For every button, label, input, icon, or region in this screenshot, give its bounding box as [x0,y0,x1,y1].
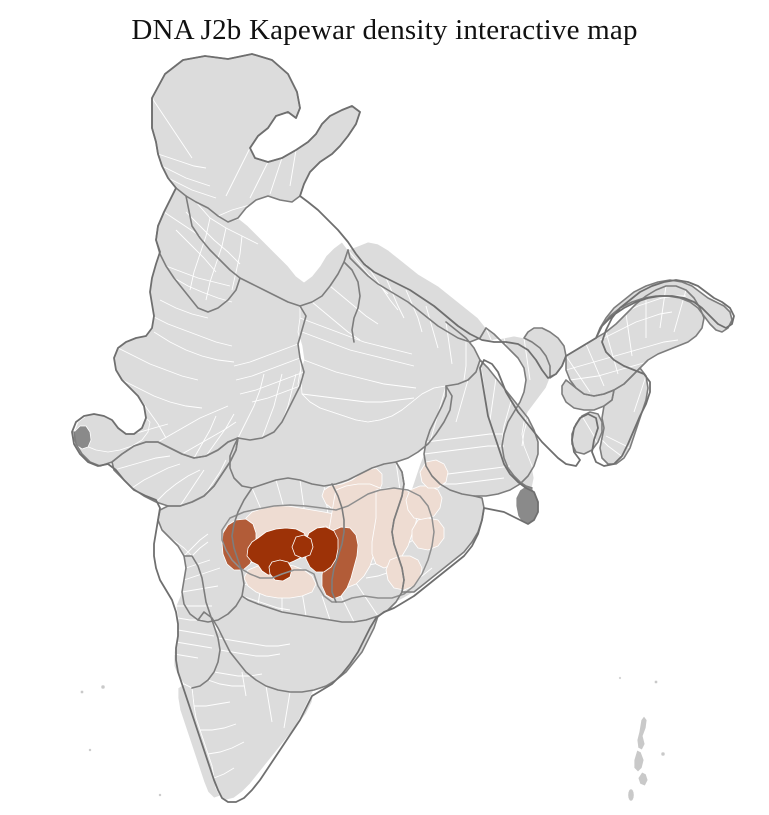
high-density-regions[interactable] [246,526,339,582]
base-district [158,793,162,797]
high-density-district[interactable] [268,559,293,582]
base-district [100,684,106,690]
base-district [660,751,666,757]
base-districts-layer [73,53,733,802]
base-district [177,683,221,799]
base-district [618,676,622,680]
base-district [88,748,92,752]
base-district [627,788,635,802]
page-title: DNA J2b Kapewar density interactive map [131,14,638,46]
country-outline-layer [71,53,735,803]
high-density-district[interactable] [291,534,314,559]
india-district-map[interactable] [0,50,769,815]
highlight-cluster-outline [221,487,435,603]
base-district [80,690,84,694]
base-district [654,680,658,684]
low-density-district[interactable] [411,517,445,551]
base-district [633,749,645,773]
base-district [636,715,648,751]
base-district [571,411,603,455]
base-district [637,771,649,787]
state-borders-layer [73,53,733,693]
interactive-map[interactable] [0,50,769,815]
